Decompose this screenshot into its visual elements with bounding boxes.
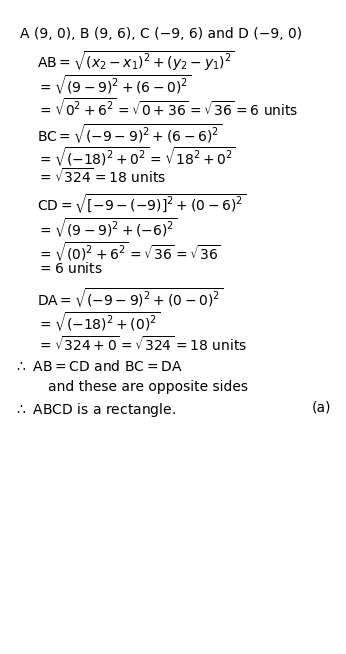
Text: $= \sqrt{(-18)^2 + (0)^2}$: $= \sqrt{(-18)^2 + (0)^2}$	[37, 311, 161, 334]
Text: $\therefore\ \mathrm{ABCD\ is\ a\ rectangle.}$: $\therefore\ \mathrm{ABCD\ is\ a\ rectan…	[13, 401, 175, 419]
Text: $= \sqrt{(9-9)^2 + (6-0)^2}$: $= \sqrt{(9-9)^2 + (6-0)^2}$	[37, 73, 192, 97]
Text: $\mathrm{DA} = \sqrt{(-9-9)^2 + (0-0)^2}$: $\mathrm{DA} = \sqrt{(-9-9)^2 + (0-0)^2}…	[37, 286, 224, 311]
Text: $= 6\ \mathrm{units}$: $= 6\ \mathrm{units}$	[37, 261, 103, 276]
Text: (a): (a)	[312, 401, 331, 415]
Text: $\mathrm{BC} = \sqrt{(-9-9)^2 + (6-6)^2}$: $\mathrm{BC} = \sqrt{(-9-9)^2 + (6-6)^2}…	[37, 122, 222, 146]
Text: $= \sqrt{0^2 + 6^2} = \sqrt{0+36} = \sqrt{36} = 6\ \mathrm{units}$: $= \sqrt{0^2 + 6^2} = \sqrt{0+36} = \sqr…	[37, 97, 299, 120]
Text: $\therefore\ \mathrm{AB = CD\ and\ BC = DA}$: $\therefore\ \mathrm{AB = CD\ and\ BC = …	[13, 359, 182, 374]
Text: $= \sqrt{(0)^2 + 6^2} = \sqrt{36} = \sqrt{36}$: $= \sqrt{(0)^2 + 6^2} = \sqrt{36} = \sqr…	[37, 240, 221, 264]
Text: $= \sqrt{324} = 18\ \mathrm{units}$: $= \sqrt{324} = 18\ \mathrm{units}$	[37, 167, 167, 186]
Text: and these are opposite sides: and these are opposite sides	[47, 379, 247, 394]
Text: $= \sqrt{(9-9)^2 + (-6)^2}$: $= \sqrt{(9-9)^2 + (-6)^2}$	[37, 216, 177, 240]
Text: $\mathrm{CD} = \sqrt{[-9-(-9)]^2 + (0-6)^2}$: $\mathrm{CD} = \sqrt{[-9-(-9)]^2 + (0-6)…	[37, 192, 247, 216]
Text: $= \sqrt{(-18)^2 + 0^2} = \sqrt{18^2 + 0^2}$: $= \sqrt{(-18)^2 + 0^2} = \sqrt{18^2 + 0…	[37, 146, 236, 169]
Text: $\mathrm{AB} = \sqrt{(x_2 - x_1)^2 + (y_2 - y_1)^2}$: $\mathrm{AB} = \sqrt{(x_2 - x_1)^2 + (y_…	[37, 50, 235, 73]
Text: A (9, 0), B (9, 6), C (−9, 6) and D (−9, 0): A (9, 0), B (9, 6), C (−9, 6) and D (−9,…	[20, 27, 302, 41]
Text: $= \sqrt{324+0} = \sqrt{324} = 18\ \mathrm{units}$: $= \sqrt{324+0} = \sqrt{324} = 18\ \math…	[37, 335, 247, 354]
